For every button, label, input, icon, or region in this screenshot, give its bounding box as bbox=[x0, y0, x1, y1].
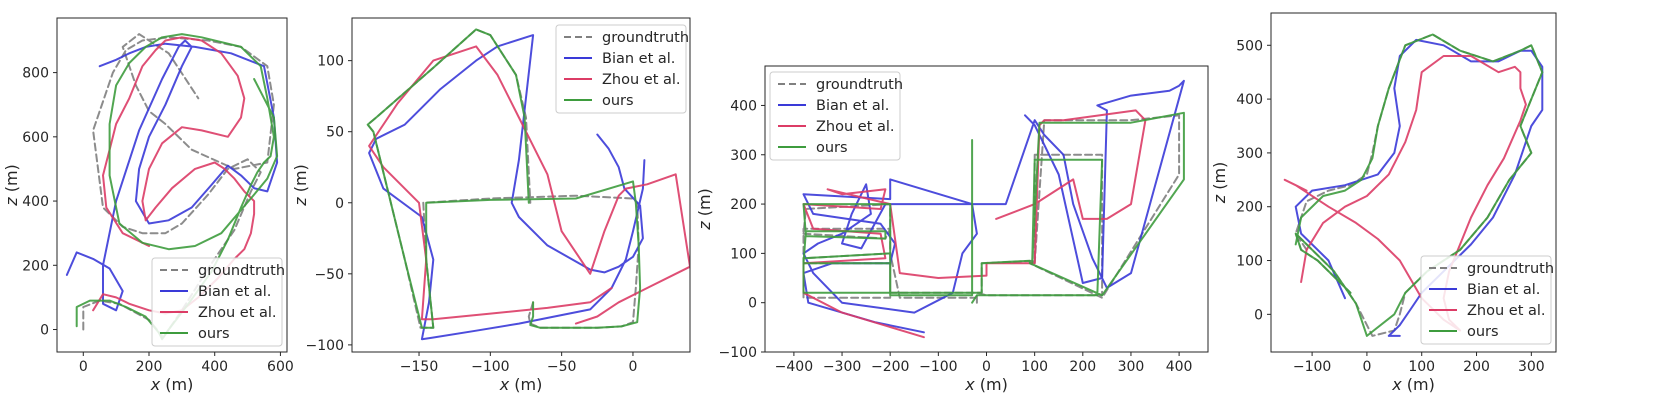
y-tick-label: 100 bbox=[730, 246, 757, 262]
y-tick-label: 600 bbox=[22, 130, 49, 146]
legend: groundtruth Bian et al. Zhou et al. ours bbox=[151, 257, 285, 347]
legend-label-bian: Bian et al. bbox=[602, 51, 675, 67]
x-tick-label: 400 bbox=[1166, 359, 1193, 375]
y-axis-label: z (m) bbox=[695, 188, 714, 231]
legend-label-ours: ours bbox=[602, 93, 634, 109]
x-tick-label: 300 bbox=[1518, 359, 1545, 375]
series-line-ours bbox=[802, 111, 1185, 304]
x-tick-label: 200 bbox=[1463, 359, 1490, 375]
x-axis-label: x (m) bbox=[1391, 375, 1435, 394]
x-tick-label: −300 bbox=[823, 359, 861, 375]
y-tick-label: −100 bbox=[306, 338, 344, 354]
y-tick-label: 300 bbox=[1236, 146, 1263, 162]
legend-box bbox=[1420, 255, 1552, 345]
y-tick-label: 0 bbox=[335, 196, 344, 212]
axes-frame bbox=[351, 17, 691, 353]
y-tick-label: 300 bbox=[730, 148, 757, 164]
x-tick-label: −100 bbox=[1293, 359, 1331, 375]
x-tick-label: −200 bbox=[871, 359, 909, 375]
y-axis-label: z (m) bbox=[2, 164, 21, 207]
series-group bbox=[366, 28, 690, 341]
y-tick-label: −100 bbox=[719, 345, 757, 361]
series-line-bian bbox=[802, 79, 1185, 334]
legend-label-groundtruth: groundtruth bbox=[1467, 261, 1554, 277]
y-tick-label: −50 bbox=[314, 267, 344, 283]
legend-label-groundtruth: groundtruth bbox=[816, 77, 903, 93]
x-tick-label: −150 bbox=[400, 359, 438, 375]
x-axis-label: x (m) bbox=[150, 375, 194, 394]
legend-label-zhou: Zhou et al. bbox=[198, 305, 277, 321]
axes-frame bbox=[56, 17, 288, 353]
axes-frame bbox=[1270, 12, 1557, 353]
legend-label-bian: Bian et al. bbox=[816, 98, 889, 114]
legend: groundtruth Bian et al. Zhou et al. ours bbox=[1420, 255, 1554, 345]
x-tick-label: 400 bbox=[201, 359, 228, 375]
x-tick-label: −100 bbox=[471, 359, 509, 375]
y-tick-label: 400 bbox=[1236, 92, 1263, 108]
legend-box bbox=[151, 257, 283, 347]
series-line-zhou bbox=[1283, 55, 1527, 332]
series-line-bian bbox=[65, 39, 279, 312]
y-tick-label: 800 bbox=[22, 66, 49, 82]
legend: groundtruth Bian et al. Zhou et al. ours bbox=[555, 24, 689, 114]
y-tick-label: 50 bbox=[326, 125, 344, 141]
y-tick-label: 100 bbox=[317, 54, 344, 70]
y-tick-label: 0 bbox=[1254, 307, 1263, 323]
x-tick-label: 300 bbox=[1118, 359, 1145, 375]
y-tick-label: 100 bbox=[1236, 254, 1263, 270]
series-line-zhou bbox=[368, 45, 690, 325]
chart-panel-1: 0 200 400 600 0 200 400 600 800 x (m) z (m) groundt… bbox=[2, 17, 294, 394]
chart-panel-3: −400 −300 −200 −100 0 100 200 300 400 −100 0 100 200… bbox=[695, 65, 1209, 394]
x-tick-label: 0 bbox=[628, 359, 637, 375]
legend-label-bian: Bian et al. bbox=[198, 284, 271, 300]
series-group bbox=[802, 79, 1185, 339]
legend: groundtruth Bian et al. Zhou et al. ours bbox=[769, 71, 903, 161]
y-tick-label: 200 bbox=[22, 258, 49, 274]
x-axis-label: x (m) bbox=[964, 375, 1008, 394]
y-tick-label: 400 bbox=[730, 98, 757, 114]
legend-label-zhou: Zhou et al. bbox=[602, 72, 681, 88]
legend-box bbox=[769, 71, 901, 161]
legend-label-ours: ours bbox=[816, 140, 848, 156]
y-tick-label: 200 bbox=[1236, 200, 1263, 216]
chart-panel-2: −150 −100 −50 0 −100 −50 0 50 100 x (m) z (m) groun… bbox=[291, 17, 691, 394]
x-tick-label: −50 bbox=[547, 359, 577, 375]
x-tick-label: 200 bbox=[1069, 359, 1096, 375]
x-tick-label: 600 bbox=[267, 359, 294, 375]
legend-box bbox=[555, 24, 687, 114]
y-tick-label: 400 bbox=[22, 194, 49, 210]
series-line-zhou bbox=[802, 109, 1147, 339]
y-axis-label: z (m) bbox=[291, 164, 310, 207]
y-tick-label: 0 bbox=[40, 323, 49, 339]
series-line-ours bbox=[1294, 33, 1544, 337]
x-axis-label: x (m) bbox=[499, 375, 543, 394]
x-tick-label: −100 bbox=[919, 359, 957, 375]
y-tick-label: 500 bbox=[1236, 38, 1263, 54]
x-tick-label: −400 bbox=[775, 359, 813, 375]
legend-label-zhou: Zhou et al. bbox=[1467, 303, 1546, 319]
legend-label-ours: ours bbox=[1467, 324, 1499, 340]
y-tick-label: 0 bbox=[748, 296, 757, 312]
legend-label-bian: Bian et al. bbox=[1467, 282, 1540, 298]
x-tick-label: 200 bbox=[136, 359, 163, 375]
legend-label-groundtruth: groundtruth bbox=[602, 30, 689, 46]
x-tick-label: 100 bbox=[1408, 359, 1435, 375]
legend-label-zhou: Zhou et al. bbox=[816, 119, 895, 135]
x-tick-label: 0 bbox=[79, 359, 88, 375]
legend-label-groundtruth: groundtruth bbox=[198, 263, 285, 279]
x-tick-label: 0 bbox=[982, 359, 991, 375]
x-tick-label: 100 bbox=[1021, 359, 1048, 375]
series-line-ours bbox=[366, 28, 642, 329]
x-tick-label: 0 bbox=[1362, 359, 1371, 375]
y-axis-label: z (m) bbox=[1210, 162, 1229, 205]
chart-panel-4: −100 0 100 200 300 0 100 200 300 400 500 x (m) z (m)… bbox=[1210, 12, 1557, 394]
legend-label-ours: ours bbox=[198, 326, 230, 342]
y-tick-label: 200 bbox=[730, 197, 757, 213]
series-group bbox=[1283, 33, 1544, 337]
series-line-bian bbox=[368, 34, 646, 341]
